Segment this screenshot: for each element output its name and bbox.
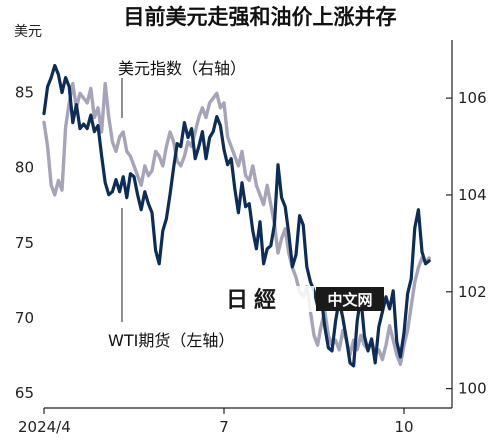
- series-line-wti: [42, 63, 431, 368]
- right-tick-label: 100: [458, 380, 487, 398]
- right-tick-label: 106: [458, 89, 487, 107]
- right-tick-label: 104: [458, 186, 487, 204]
- series-layer: [42, 63, 431, 368]
- right-tick-label: 102: [458, 283, 487, 301]
- left-axis-ticks: 65 70 75 80 85: [15, 84, 34, 402]
- callout-wti: WTI期货（左轴）: [108, 331, 234, 350]
- left-tick-label: 80: [15, 159, 34, 177]
- callout-dollar-index: 美元指数（右轴）: [118, 59, 246, 78]
- chart-title: 目前美元走强和油价上涨并存: [124, 5, 397, 29]
- left-axis-unit: 美元: [14, 24, 42, 40]
- watermark-logo: 日經: [226, 287, 282, 313]
- left-tick-label: 70: [15, 309, 34, 327]
- left-tick-label: 75: [15, 234, 34, 252]
- x-axis-ticks: 2024/4 7 10: [18, 408, 414, 436]
- watermark-logo-backdrop: [222, 286, 314, 312]
- x-tick-label: 2024/4: [18, 418, 71, 436]
- x-tick-label: 10: [394, 418, 413, 436]
- watermark-text: 中文网: [327, 291, 372, 309]
- left-tick-label: 85: [15, 84, 34, 102]
- series-line-dollar-index: [42, 81, 431, 367]
- x-tick-label: 7: [219, 418, 229, 436]
- watermark: 日經 中文网: [222, 286, 384, 313]
- right-axis-ticks: 100 102 104 106: [446, 89, 487, 398]
- left-tick-label: 65: [15, 384, 34, 402]
- watermark-box: [316, 287, 384, 311]
